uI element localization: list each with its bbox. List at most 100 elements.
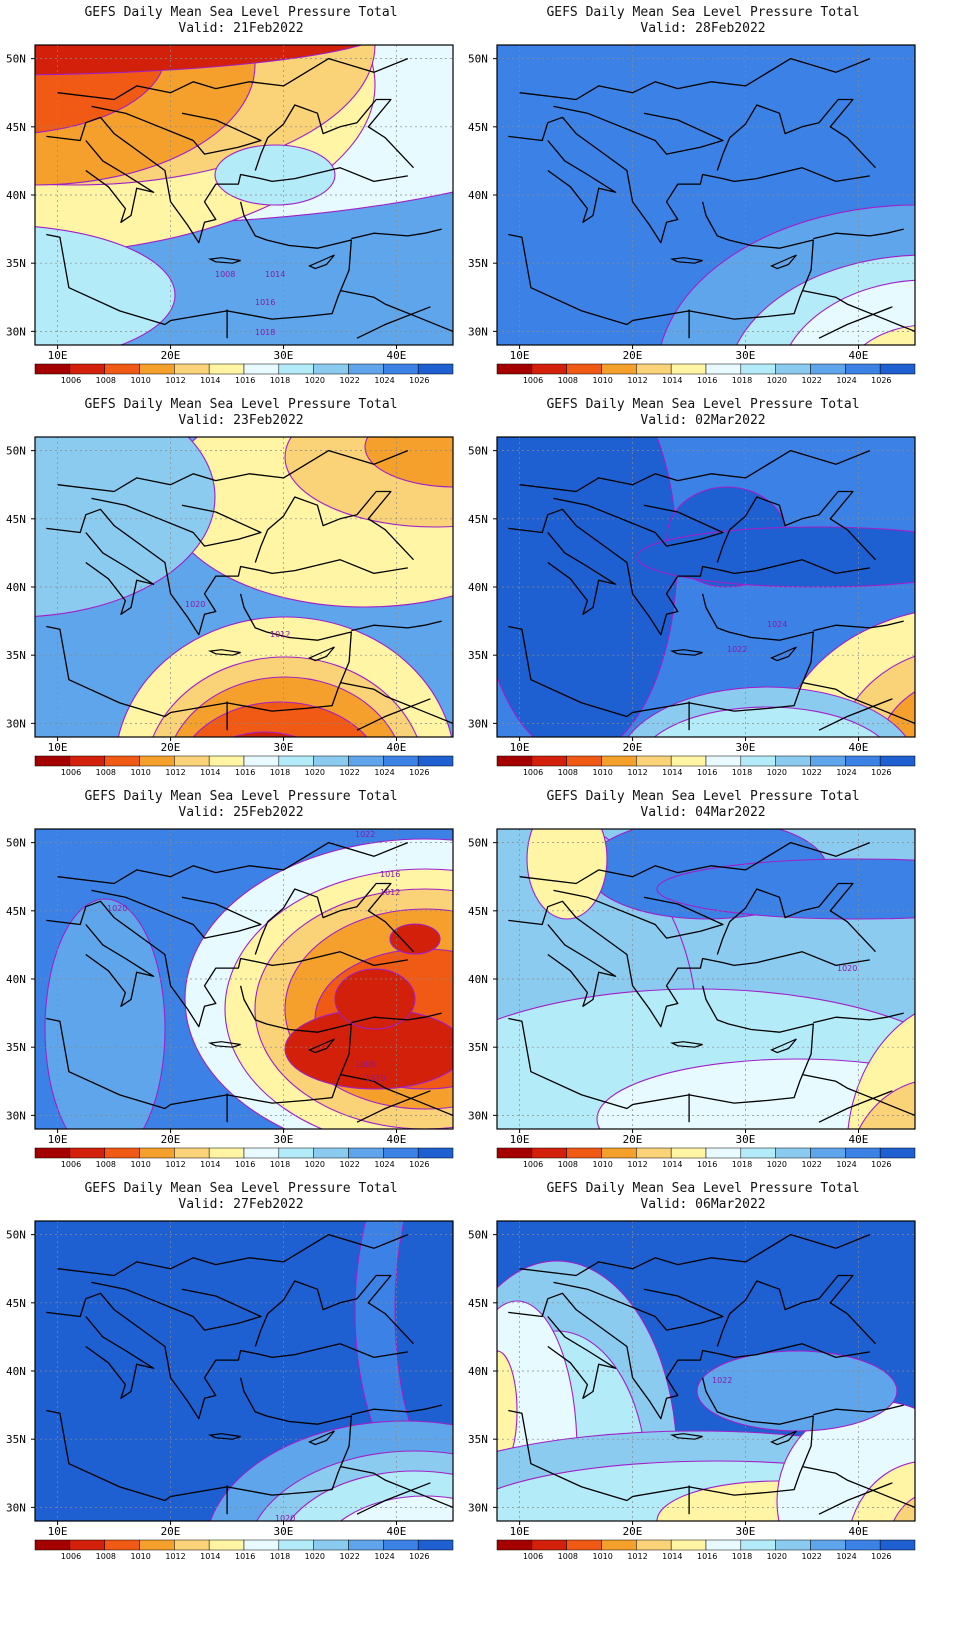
isobar-band xyxy=(192,701,368,737)
colorbar-label: 1012 xyxy=(165,768,185,777)
island-outline xyxy=(770,254,797,270)
colorbar-swatch xyxy=(845,1539,881,1551)
colorbar-label: 1014 xyxy=(200,376,220,385)
coastline xyxy=(91,497,262,547)
colorbar-swatch xyxy=(69,1147,105,1159)
isobar-band xyxy=(334,968,416,1030)
colorbar-label: 1014 xyxy=(200,1552,220,1561)
colorbar-swatch xyxy=(383,1147,419,1159)
y-tick-label: 40N xyxy=(468,581,488,594)
isobar-band xyxy=(497,1350,518,1472)
x-tick-label: 20E xyxy=(161,1525,181,1538)
y-tick-label: 50N xyxy=(6,1229,26,1242)
colorbar-swatch xyxy=(313,1539,349,1551)
colorbar-swatch xyxy=(531,363,567,375)
colorbar-swatch xyxy=(740,755,776,767)
isobar-label: 1008 xyxy=(215,270,235,279)
x-tick-label: 20E xyxy=(161,349,181,362)
colorbar-label: 1022 xyxy=(802,1552,822,1561)
y-tick-label: 50N xyxy=(468,837,488,850)
colorbar-swatch xyxy=(670,363,707,375)
y-tick-label: 35N xyxy=(6,257,26,270)
colorbar-label: 1010 xyxy=(131,1552,151,1561)
coastline xyxy=(716,98,876,171)
x-tick-label: 30E xyxy=(736,741,756,754)
x-tick-label: 30E xyxy=(736,1525,756,1538)
island-outline xyxy=(207,1433,241,1440)
colorbar-label: 1008 xyxy=(558,768,578,777)
colorbar-swatch xyxy=(740,363,776,375)
isobar-band xyxy=(922,712,944,782)
colorbar-swatch xyxy=(383,363,419,375)
y-tick-label: 45N xyxy=(6,905,26,918)
coastline xyxy=(716,1274,876,1347)
colorbar-swatch xyxy=(174,1539,210,1551)
colorbar-swatch xyxy=(278,363,314,375)
colorbar-swatch xyxy=(348,1539,384,1551)
colorbar-swatch xyxy=(845,755,881,767)
colorbar-swatch xyxy=(34,363,71,375)
colorbar-swatch xyxy=(845,1147,881,1159)
x-tick-label: 40E xyxy=(387,741,407,754)
colorbar-swatch xyxy=(348,363,384,375)
colorbar-swatch xyxy=(705,1539,742,1551)
map-panel: GEFS Daily Mean Sea Level Pressure Total… xyxy=(462,0,944,410)
colorbar-label: 1010 xyxy=(593,768,613,777)
colorbar-swatch xyxy=(208,755,245,767)
colorbar-swatch xyxy=(174,755,210,767)
x-tick-label: 40E xyxy=(387,1133,407,1146)
isobar-band xyxy=(44,898,166,1129)
colorbar-label: 1006 xyxy=(523,376,543,385)
colorbar-swatch xyxy=(879,755,916,767)
colorbar-swatch xyxy=(670,1147,707,1159)
colorbar-label: 1026 xyxy=(871,376,891,385)
colorbar-label: 1026 xyxy=(409,1160,429,1169)
isobar-band xyxy=(596,1058,915,1129)
y-tick-label: 35N xyxy=(6,1433,26,1446)
island-outline xyxy=(669,649,703,656)
x-tick-label: 10E xyxy=(510,349,530,362)
colorbar-swatch xyxy=(139,1539,175,1551)
y-tick-label: 35N xyxy=(6,1041,26,1054)
coastline xyxy=(519,449,871,493)
x-tick-label: 20E xyxy=(623,349,643,362)
coastline xyxy=(57,449,409,493)
colorbar: 1006 1008 1010 1012 1014 1016 1018 1020 1022 1024… xyxy=(34,1147,454,1169)
y-tick-label: 30N xyxy=(6,1501,26,1514)
coastline xyxy=(91,1281,262,1331)
colorbar-label: 1006 xyxy=(61,1160,81,1169)
island-outline xyxy=(207,1041,241,1048)
colorbar-swatch xyxy=(417,755,454,767)
island-outline xyxy=(669,257,703,264)
x-tick-label: 40E xyxy=(849,349,869,362)
colorbar-swatch xyxy=(879,363,916,375)
colorbar-swatch xyxy=(636,1539,672,1551)
colorbar-label: 1006 xyxy=(61,1552,81,1561)
x-tick-label: 40E xyxy=(387,1525,407,1538)
y-tick-label: 40N xyxy=(6,973,26,986)
coastline xyxy=(547,140,617,223)
colorbar-label: 1018 xyxy=(270,768,290,777)
x-tick-label: 30E xyxy=(736,1133,756,1146)
isobar-band xyxy=(893,1496,915,1521)
island-outline xyxy=(669,1041,703,1048)
island-outline xyxy=(207,649,241,656)
y-tick-label: 45N xyxy=(468,121,488,134)
colorbar-swatch xyxy=(566,1147,602,1159)
colorbar-label: 1006 xyxy=(61,376,81,385)
x-tick-label: 30E xyxy=(274,349,294,362)
island-outline xyxy=(770,1038,797,1054)
colorbar-label: 1012 xyxy=(165,1160,185,1169)
colorbar-swatch xyxy=(775,363,811,375)
colorbar-swatch xyxy=(174,363,210,375)
colorbar-label: 1008 xyxy=(558,1160,578,1169)
colorbar-swatch xyxy=(740,1147,776,1159)
colorbar-label: 1016 xyxy=(235,376,255,385)
coastline xyxy=(547,532,617,615)
colorbar-label: 1024 xyxy=(374,1160,394,1169)
y-tick-label: 50N xyxy=(468,1229,488,1242)
isobar-band xyxy=(35,437,216,617)
coastline xyxy=(818,1482,893,1515)
